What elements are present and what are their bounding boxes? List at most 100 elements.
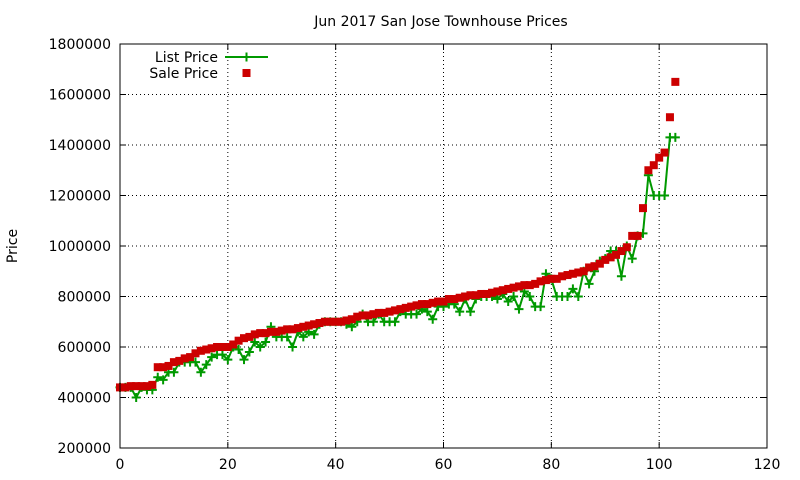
list-price-point: [563, 292, 573, 301]
sale-price-point: [493, 287, 502, 296]
sale-price-point: [638, 204, 647, 213]
sale-price-point: [536, 277, 545, 286]
sale-price-point: [585, 263, 594, 272]
sale-price-point: [660, 148, 669, 157]
sale-price-point: [293, 324, 302, 333]
sale-price-point: [461, 292, 470, 301]
sale-price-point: [547, 274, 556, 283]
sale-price-point: [525, 281, 534, 290]
list-price-point: [422, 307, 432, 317]
list-price-point: [347, 322, 357, 332]
list-price-point: [390, 317, 400, 327]
sale-price-point: [423, 300, 432, 309]
sale-price-point: [417, 300, 426, 309]
sale-price-point: [439, 297, 448, 306]
sale-price-point: [132, 382, 141, 391]
sale-price-point: [407, 302, 416, 311]
sale-price-point: [617, 247, 626, 256]
sale-price-point: [266, 327, 275, 336]
sale-price-point: [488, 288, 497, 297]
sale-price-point: [622, 243, 631, 252]
y-tick-label: 1000000: [49, 239, 111, 255]
sale-price-point: [202, 345, 211, 354]
list-price-point: [660, 191, 670, 200]
legend-label: List Price: [155, 50, 218, 66]
sale-price-point: [477, 289, 486, 298]
x-tick-label: 60: [435, 457, 453, 473]
tick-layer: 200000 400000 600000 800000 1000000 1200000 14…: [49, 37, 781, 473]
sale-price-point: [595, 259, 604, 268]
sale-price-point: [590, 262, 599, 271]
list-price-point: [234, 345, 244, 355]
sale-price-point: [337, 317, 346, 326]
sale-price-point: [504, 284, 513, 293]
sale-price-point: [633, 231, 642, 240]
sale-price-point: [628, 231, 637, 240]
sale-price-point: [665, 113, 674, 122]
y-tick-label: 1800000: [49, 37, 111, 53]
series-sale-price: [116, 77, 680, 392]
sale-price-point: [326, 317, 335, 326]
y-tick-label: 1600000: [49, 88, 111, 104]
sale-price-point: [272, 327, 281, 336]
sale-price-point: [552, 274, 561, 283]
legend-label: Sale Price: [149, 66, 218, 82]
sale-price-point: [364, 311, 373, 320]
sale-price-point: [380, 308, 389, 317]
series-layer: [115, 77, 680, 402]
sale-price-point: [229, 340, 238, 349]
list-price-point: [503, 297, 513, 307]
sale-price-point: [563, 271, 572, 280]
sale-price-point: [655, 153, 664, 162]
list-price-point: [568, 284, 578, 294]
sale-price-point: [234, 336, 243, 345]
y-tick-label: 200000: [58, 441, 111, 457]
sale-price-point: [412, 301, 421, 310]
sale-price-point: [121, 383, 130, 392]
sale-price-point: [191, 349, 200, 358]
list-price-point: [190, 357, 200, 367]
sale-price-point: [218, 343, 227, 351]
sale-price-point: [169, 358, 178, 367]
list-price-point: [244, 347, 254, 357]
sale-price-point: [277, 326, 286, 335]
sale-price-point: [644, 166, 653, 175]
list-price-point: [670, 132, 680, 142]
list-price-point: [207, 352, 217, 362]
list-price-point: [158, 375, 168, 385]
list-price-point: [196, 367, 206, 377]
sale-price-point: [541, 276, 550, 285]
sale-price-point: [164, 361, 173, 370]
list-price-point: [509, 292, 519, 301]
sale-price-point: [520, 281, 529, 290]
y-tick-label: 800000: [58, 290, 111, 306]
sale-price-point: [396, 305, 405, 314]
list-price-point: [616, 271, 626, 281]
sale-price-point: [331, 317, 340, 326]
sale-price-point: [455, 293, 464, 302]
sale-price-point: [385, 307, 394, 316]
sale-price-point: [601, 255, 610, 264]
list-price-point: [239, 355, 249, 365]
sale-price-point: [261, 329, 270, 338]
sale-price-point: [196, 346, 205, 355]
sale-price-point: [358, 311, 367, 320]
y-tick-label: 1400000: [49, 138, 111, 154]
list-price-point: [584, 279, 594, 289]
sale-price-point: [606, 253, 615, 262]
sale-price-point: [347, 315, 356, 324]
list-price-point: [627, 254, 637, 264]
list-price-point: [412, 309, 422, 319]
sale-price-point: [444, 295, 453, 304]
list-price-point: [255, 342, 265, 352]
y-axis-label: Price: [5, 229, 21, 263]
sale-price-point: [434, 297, 443, 306]
sale-price-point: [213, 343, 222, 351]
legend-plus-marker: [242, 52, 251, 62]
legend-item: List Price: [155, 50, 268, 66]
sale-price-point: [142, 382, 151, 391]
sale-price-point: [304, 321, 313, 330]
list-price-point: [465, 307, 475, 317]
sale-price-point: [509, 283, 518, 292]
